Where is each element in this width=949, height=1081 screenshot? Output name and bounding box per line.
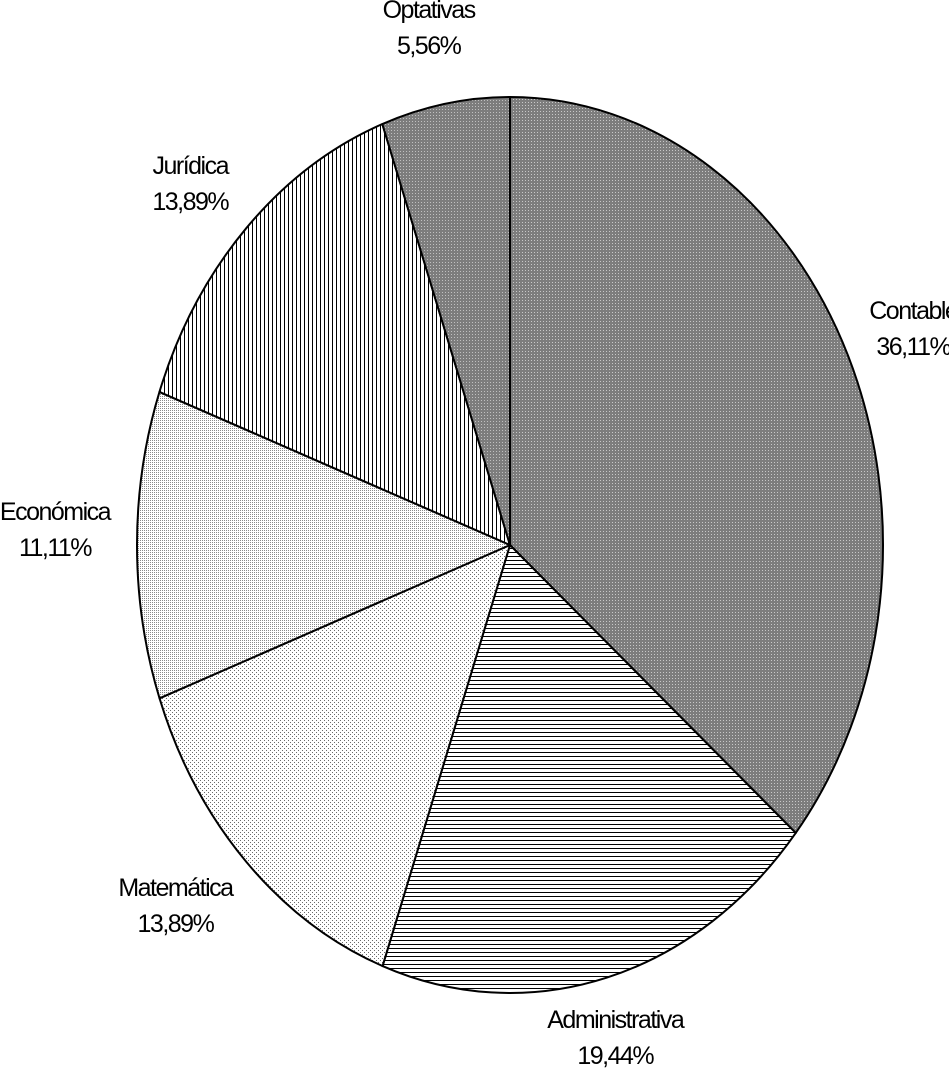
pie-slice-economica (136, 390, 511, 700)
slice-label-economica: Económica 11,11% (0, 494, 112, 566)
slice-percent-value: 5,56% (396, 31, 462, 60)
slice-percent-value: 13,89% (152, 188, 229, 217)
slice-label-matematica: Matemática 13,89% (118, 870, 234, 942)
pie-slices (136, 96, 884, 994)
slice-category-name: Optativas (382, 0, 477, 24)
slice-label-contable: Contable 36,11% (869, 293, 949, 365)
pie-slice-administrativa (381, 544, 797, 994)
slice-label-administrativa: Administrativa 19,44% (547, 1002, 685, 1074)
slice-label-juridica: Jurídica 13,89% (152, 148, 229, 220)
slice-percent-value: 36,11% (876, 333, 949, 362)
slice-percent-value: 11,11% (18, 534, 93, 563)
pie-slice-matematica (158, 544, 511, 968)
slice-category-name: Jurídica (152, 152, 229, 181)
slice-category-name: Contable (869, 297, 949, 326)
slice-percent-value: 13,89% (137, 909, 215, 938)
slice-category-name: Matemática (118, 873, 234, 902)
pie-slice-optativas (381, 96, 511, 546)
pie-slice-juridica (158, 123, 511, 546)
slice-label-optativas: Optativas 5,56% (382, 0, 477, 64)
slice-category-name: Económica (0, 498, 112, 527)
slice-percent-value: 19,44% (577, 1041, 654, 1070)
pie-slice-contable (509, 96, 884, 834)
slice-category-name: Administrativa (547, 1005, 685, 1034)
